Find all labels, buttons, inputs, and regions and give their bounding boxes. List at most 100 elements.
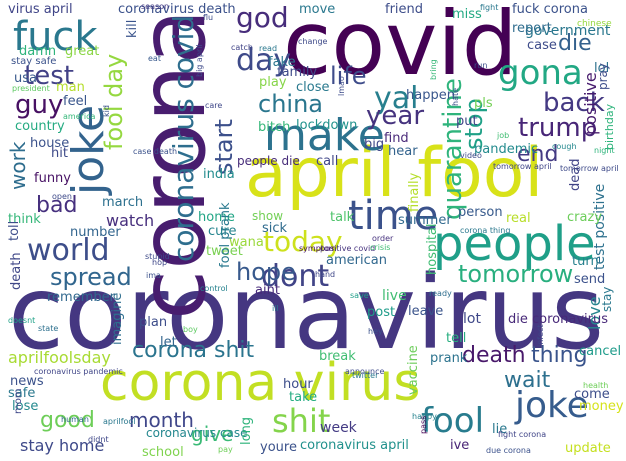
cloud-word: control: [200, 284, 228, 293]
cloud-word: watch: [106, 211, 155, 230]
cloud-word: house: [30, 136, 70, 151]
cloud-word: vaccine: [406, 345, 421, 395]
cloud-word: covid: [283, 0, 518, 95]
cloud-word: stay home: [20, 436, 105, 455]
cloud-word: friend: [385, 2, 424, 17]
cloud-word: fuck: [13, 14, 98, 60]
cloud-word: take: [289, 390, 318, 405]
cloud-word: fool: [421, 401, 485, 441]
cloud-word: week: [320, 420, 357, 436]
cloud-word: wana: [229, 235, 264, 250]
cloud-word: catch: [231, 43, 253, 52]
cloud-word: cancel: [579, 344, 622, 359]
cloud-word: announce: [345, 367, 385, 376]
cloud-word: close: [296, 80, 330, 95]
cloud-word: feel: [63, 94, 88, 109]
cloud-word: send: [574, 272, 606, 287]
cloud-word: give: [191, 422, 234, 446]
cloud-word: stay: [600, 286, 614, 312]
cloud-word: case death: [133, 147, 178, 156]
cloud-word: hour: [283, 377, 313, 392]
cloud-word: gona: [498, 53, 583, 93]
cloud-word: coronavirus april: [300, 438, 409, 453]
cloud-word: lmao: [337, 76, 346, 96]
cloud-word: hit: [51, 146, 68, 161]
cloud-word: corona virus: [100, 353, 421, 413]
cloud-word: end: [517, 142, 559, 167]
cloud-word: coronavirus: [8, 254, 605, 373]
cloud-word: people: [433, 216, 596, 272]
cloud-word: stay safe: [11, 56, 57, 67]
cloud-word: video: [460, 151, 482, 160]
cloud-word: happen: [406, 88, 455, 103]
cloud-word: call: [316, 154, 339, 169]
cloud-word: flu: [203, 13, 214, 22]
cloud-word: big: [364, 137, 385, 152]
cloud-word: usa: [14, 71, 37, 86]
cloud-word: toll: [7, 220, 22, 241]
cloud-word: pandemic: [474, 142, 539, 157]
cloud-word: news: [10, 374, 44, 389]
cloud-word: chinese: [577, 19, 612, 29]
cloud-word: change: [298, 37, 328, 46]
cloud-word: lot: [463, 311, 481, 327]
cloud-word: wait: [504, 368, 551, 393]
cloud-word: great: [65, 44, 100, 59]
cloud-word: die: [558, 31, 592, 56]
cloud-word: job: [497, 131, 510, 140]
cloud-word: bring: [429, 59, 438, 80]
cloud-word: happy: [412, 412, 437, 421]
cloud-word: talk: [330, 210, 355, 225]
cloud-word: put: [456, 114, 478, 129]
cloud-word: long: [239, 416, 254, 445]
cloud-word: cure: [208, 224, 237, 239]
cloud-word: plan: [139, 315, 168, 330]
cloud-word: death: [462, 343, 526, 368]
cloud-word: year: [366, 101, 425, 131]
cloud-word: crisis: [370, 243, 391, 252]
cloud-word: pls: [474, 96, 493, 111]
cloud-word: fool prank: [218, 202, 233, 268]
cloud-word: fool day: [100, 53, 128, 150]
cloud-word: coronavirus pandemic: [34, 367, 123, 376]
cloud-word: aprilfool: [103, 417, 136, 426]
cloud-word: infect: [536, 324, 545, 347]
cloud-word: coronavirus case: [146, 426, 248, 440]
cloud-word: ill: [272, 304, 279, 313]
cloud-word: post: [367, 305, 396, 320]
cloud-word: shit: [272, 402, 331, 440]
cloud-word: tell: [446, 331, 467, 346]
cloud-word: report: [512, 21, 552, 36]
cloud-word: positive covid: [320, 244, 376, 253]
cloud-word: tomorrow april: [493, 162, 552, 171]
cloud-word: hope: [236, 258, 296, 286]
cloud-word: coronavirus death: [118, 2, 236, 17]
cloud-word: pay: [218, 445, 233, 454]
cloud-word: cough: [552, 142, 577, 151]
cloud-word: summer: [398, 213, 452, 228]
cloud-word: night: [594, 146, 615, 155]
cloud-word: hospital: [425, 223, 440, 275]
cloud-word: number: [70, 225, 121, 240]
cloud-word: home: [198, 210, 235, 225]
cloud-word: think: [8, 212, 41, 227]
cloud-word: safe: [8, 386, 36, 401]
cloud-word: lol: [594, 61, 610, 76]
cloud-word: turn: [572, 254, 599, 269]
cloud-word: lose: [12, 399, 39, 414]
cloud-word: die coronavirus: [508, 312, 608, 327]
cloud-word: god: [236, 1, 289, 34]
cloud-word: due corona: [486, 446, 531, 455]
cloud-word: april fool: [245, 134, 544, 213]
cloud-word: come: [574, 387, 610, 402]
cloud-word: thing: [531, 343, 588, 368]
cloud-word: people die: [237, 154, 300, 168]
cloud-word: open: [52, 192, 72, 201]
cloud-word: find: [384, 131, 409, 146]
cloud-word: america: [63, 112, 96, 121]
cloud-word: fake: [268, 55, 296, 70]
cloud-word: hand: [315, 270, 336, 279]
cloud-word: order: [372, 234, 394, 243]
cloud-word: yal: [374, 81, 419, 116]
cloud-word: birthday: [603, 103, 616, 150]
